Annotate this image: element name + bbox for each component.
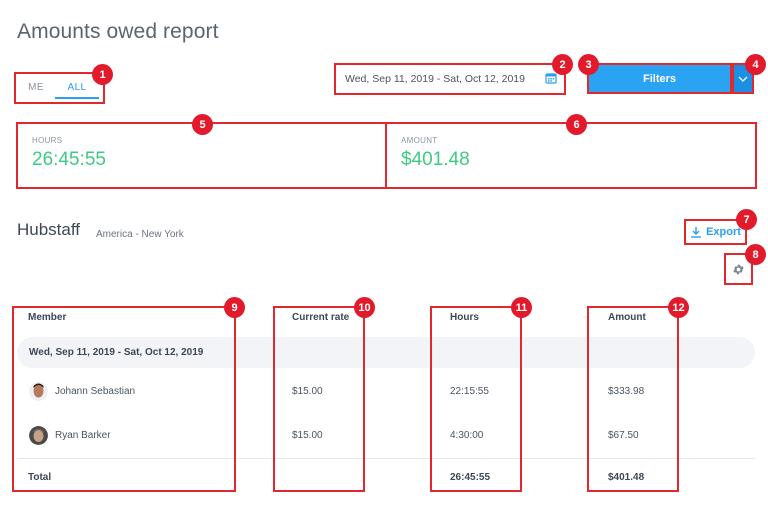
hours-value: 4:30:00	[450, 430, 484, 441]
hours-label: HOURS	[32, 136, 63, 145]
current-rate: $15.00	[292, 430, 323, 441]
amount-value: $333.98	[608, 386, 645, 397]
annotation-badge-2: 2	[552, 54, 573, 75]
member-name[interactable]: Ryan Barker	[55, 430, 111, 441]
date-group-row: Wed, Sep 11, 2019 - Sat, Oct 12, 2019	[17, 337, 755, 368]
hours-summary-card: HOURS 26:45:55	[17, 123, 387, 189]
settings-button[interactable]	[725, 254, 752, 284]
organization-timezone: America - New York	[96, 229, 184, 240]
hours-value: 22:15:55	[450, 386, 489, 397]
amount-summary-card: AMOUNT $401.48	[386, 123, 757, 189]
total-label: Total	[28, 472, 52, 483]
annotation-badge-3: 3	[578, 54, 599, 75]
annotation-badge-6: 6	[566, 114, 587, 135]
avatar	[29, 426, 48, 445]
total-hours: 26:45:55	[450, 472, 491, 483]
download-icon	[691, 227, 702, 238]
filters-button[interactable]: Filters	[588, 64, 731, 93]
annotation-badge-7: 7	[736, 209, 757, 230]
page-title: Amounts owed report	[17, 20, 219, 43]
export-label: Export	[706, 226, 741, 238]
date-range-value: Wed, Sep 11, 2019 - Sat, Oct 12, 2019	[345, 73, 525, 85]
scope-tabs: ME ALL	[17, 73, 103, 103]
row-divider	[17, 458, 755, 459]
annotation-badge-11: 11	[511, 297, 532, 318]
annotation-badge-1: 1	[92, 64, 113, 85]
export-button[interactable]: Export	[685, 220, 746, 244]
annotation-badge-12: 12	[668, 297, 689, 318]
hours-value: 26:45:55	[32, 149, 106, 170]
column-header-current-rate[interactable]: Current rate	[292, 312, 350, 323]
annotation-badge-5: 5	[192, 114, 213, 135]
calendar-icon	[545, 73, 557, 84]
column-header-amount[interactable]: Amount	[608, 312, 646, 323]
date-range-picker[interactable]: Wed, Sep 11, 2019 - Sat, Oct 12, 2019	[335, 64, 565, 94]
current-rate: $15.00	[292, 386, 323, 397]
annotation-badge-10: 10	[354, 297, 375, 318]
avatar	[29, 382, 48, 401]
tab-me[interactable]: ME	[28, 82, 44, 93]
chevron-down-icon	[738, 76, 748, 82]
annotation-box-10	[273, 306, 365, 492]
column-header-hours[interactable]: Hours	[450, 312, 479, 323]
member-name[interactable]: Johann Sebastian	[55, 386, 136, 397]
annotation-badge-4: 4	[745, 54, 766, 75]
tab-all[interactable]: ALL	[55, 73, 99, 99]
annotation-box-9	[12, 306, 236, 492]
column-header-member[interactable]: Member	[28, 312, 67, 323]
amount-value: $401.48	[401, 149, 470, 170]
annotation-badge-9: 9	[224, 297, 245, 318]
annotation-box-11	[430, 306, 522, 492]
amount-label: AMOUNT	[401, 136, 438, 145]
total-amount: $401.48	[608, 472, 645, 483]
gear-icon	[733, 264, 744, 274]
amount-value: $67.50	[608, 430, 639, 441]
annotation-badge-8: 8	[745, 244, 766, 265]
annotation-box-12	[587, 306, 679, 492]
organization-name: Hubstaff	[17, 220, 81, 239]
